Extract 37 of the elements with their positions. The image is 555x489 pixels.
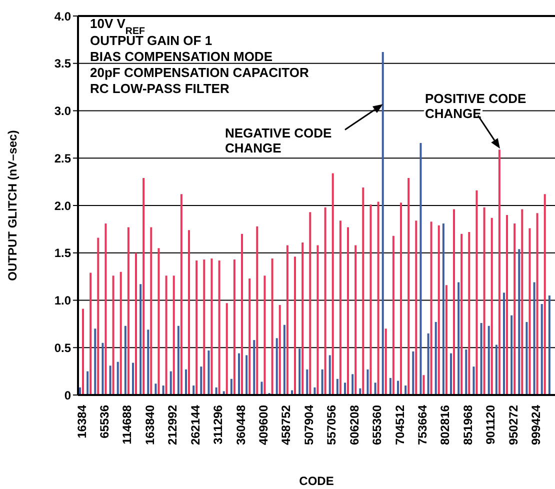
annotation: RC LOW-PASS FILTER — [90, 81, 230, 96]
x-tick-label: 163840 — [142, 404, 157, 446]
y-axis-title: OUTPUT GLITCH (nV–sec) — [5, 130, 20, 281]
y-tick-label: 1.5 — [54, 246, 72, 260]
x-tick-label: 458752 — [279, 404, 294, 446]
x-tick-label: 901120 — [484, 404, 498, 444]
x-tick-label: 16384 — [74, 404, 89, 438]
x-tick-label: 950272 — [506, 404, 520, 446]
x-tick-label: 262144 — [188, 404, 202, 446]
x-tick-label: 65536 — [98, 404, 112, 438]
y-tick-label: 3.5 — [54, 56, 72, 71]
x-tick-label: 114688 — [120, 404, 134, 444]
x-tick-label: 557056 — [324, 404, 339, 446]
x-tick-label: 507904 — [302, 404, 316, 446]
y-tick-label: 4.0 — [54, 9, 72, 24]
x-tick-label: 360448 — [234, 404, 248, 446]
y-tick-label: 2.0 — [54, 198, 72, 213]
x-tick-label: 753664 — [416, 404, 430, 446]
x-tick-label: 409600 — [256, 404, 270, 446]
x-tick-label: 802816 — [438, 404, 452, 446]
x-tick-label: 851968 — [460, 404, 475, 446]
annotation: NEGATIVE CODE CHANGE — [225, 125, 332, 156]
annotation: 20pF COMPENSATION CAPACITOR — [90, 65, 310, 80]
annotation: BIAS COMPENSATION MODE — [90, 49, 273, 64]
x-tick-label: 606208 — [347, 404, 362, 446]
y-tick-label: 1.0 — [54, 294, 72, 308]
y-tick-label: 0 — [64, 388, 72, 402]
y-tick-label: 0.5 — [54, 340, 72, 355]
x-axis-title: CODE — [299, 474, 334, 488]
y-tick-label: 2.5 — [54, 151, 72, 166]
x-tick-label: 311296 — [211, 404, 226, 444]
y-tick-label: 3.0 — [54, 104, 72, 118]
x-tick-label: 999424 — [529, 404, 544, 446]
x-tick-label: 212992 — [166, 404, 180, 446]
x-tick-label: 704512 — [392, 404, 407, 446]
annotation: POSITIVE CODE CHANGE — [425, 91, 526, 122]
x-tick-label: 655360 — [370, 404, 384, 446]
